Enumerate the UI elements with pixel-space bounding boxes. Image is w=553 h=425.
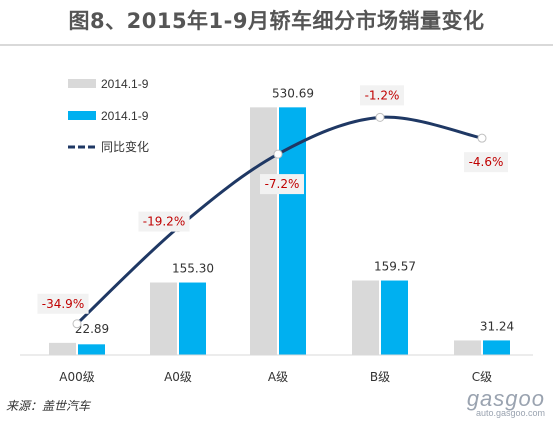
line-value-labels: -34.9% -19.2% -7.2% -1.2% -4.6% [37, 85, 508, 314]
line-label-bg-3 [360, 85, 404, 106]
bar-series-1-3 [352, 280, 379, 355]
line-label-bg-0 [37, 293, 89, 314]
x-tick-label-2: A级 [268, 370, 288, 384]
legend: 2014.1-9 2014.1-9 同比变化 [68, 77, 149, 154]
bar-value-label-4: 31.24 [480, 319, 514, 333]
line-value-label-2: -7.2% [265, 177, 300, 191]
bar-value-label-1: 155.30 [172, 262, 214, 276]
bars-layer [49, 107, 510, 355]
line-label-bg-4 [464, 152, 508, 173]
line-label-bg-1 [138, 211, 190, 232]
line-marker-4 [477, 133, 487, 143]
bar-series-1-4 [454, 340, 481, 355]
chart-title: 图8、2015年1-9月轿车细分市场销量变化 [68, 9, 485, 33]
legend-label-series-1: 2014.1-9 [101, 77, 149, 91]
x-tick-label-0: A00级 [59, 370, 94, 384]
bar-series-1-0 [49, 342, 76, 355]
x-tick-label-1: A0级 [164, 370, 192, 384]
source-note: 来源：盖世汽车 [6, 399, 91, 413]
bar-series-2-1 [179, 282, 206, 355]
bar-series-2-2 [279, 107, 306, 355]
bar-value-labels: 22.89 155.30 530.69 159.57 31.24 [75, 86, 514, 336]
legend-swatch-series-1 [68, 79, 96, 88]
line-value-label-3: -1.2% [365, 88, 400, 102]
bar-value-label-2: 530.69 [272, 86, 314, 100]
title-underline [0, 44, 553, 46]
bar-series-2-3 [381, 280, 408, 355]
legend-label-series-2: 2014.1-9 [101, 109, 149, 123]
line-marker-2 [273, 149, 283, 159]
legend-label-line: 同比变化 [101, 139, 149, 154]
line-label-bg-2 [260, 174, 304, 195]
watermark-logo: gasgoo auto.gasgoo.com [466, 386, 545, 418]
line-value-label-0: -34.9% [42, 297, 84, 311]
x-tick-label-4: C级 [472, 370, 492, 384]
bar-series-2-0 [78, 344, 105, 355]
line-value-label-4: -4.6% [469, 155, 504, 169]
x-tick-labels: A00级 A0级 A级 B级 C级 [59, 370, 492, 384]
line-marker-0 [72, 319, 82, 329]
bar-series-1-2 [250, 107, 277, 355]
bar-value-label-0: 22.89 [75, 322, 109, 336]
x-tick-label-3: B级 [370, 370, 390, 384]
bar-series-2-4 [483, 340, 510, 355]
legend-swatch-series-2 [68, 111, 96, 120]
bar-series-1-1 [150, 282, 177, 355]
line-marker-3 [375, 112, 385, 122]
bar-value-label-3: 159.57 [374, 260, 416, 274]
line-value-label-1: -19.2% [143, 215, 185, 229]
